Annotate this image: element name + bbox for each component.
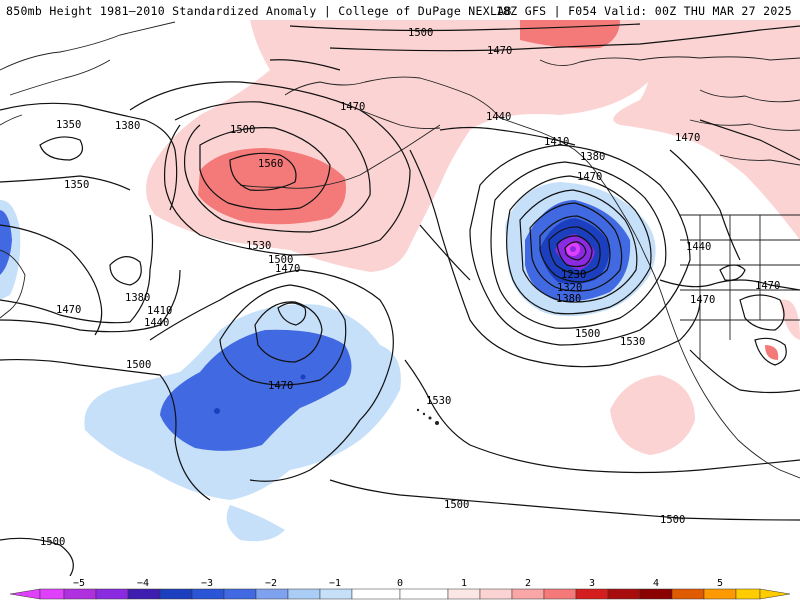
colorbar-swatch-neg1 [287, 588, 321, 600]
contour-label: 1380 [556, 293, 581, 305]
contour-label: 1530 [246, 240, 271, 252]
contour-label: 1440 [486, 111, 511, 123]
colorbar-swatch-neg3-hi [191, 588, 225, 600]
map-header: 850mb Height 1981–2010 Standardized Anom… [0, 0, 800, 20]
colorbar-swatch-pos4-hi [671, 588, 705, 600]
colorbar-swatch-pos3 [575, 588, 609, 600]
colorbar-swatch-neg5-lo [39, 588, 65, 600]
contour-label: 1530 [620, 336, 645, 348]
contour-label: 1500 [575, 328, 600, 340]
contour-label: 1470 [340, 101, 365, 113]
contour-label: 1500 [230, 124, 255, 136]
height-contours [0, 23, 800, 576]
contour-label: 1470 [675, 132, 700, 144]
contour-label: 1380 [580, 151, 605, 163]
contour-label: 1320 [557, 282, 582, 294]
contour-label: 1230 [561, 269, 586, 281]
colorbar-svg: −5 −4 −3 −2 −1 0 1 2 3 4 5 [9, 578, 791, 600]
colorbar: −5 −4 −3 −2 −1 0 1 2 3 4 5 [0, 576, 800, 600]
contour-label: 1350 [56, 119, 81, 131]
colorbar-tick: −4 [137, 578, 149, 589]
colorbar-swatch-pos3-hi [607, 588, 641, 600]
contour-label: 1500 [40, 536, 65, 548]
contour-label: 1500 [268, 254, 293, 266]
colorbar-swatch-pos5-hi [735, 588, 761, 600]
contour-label: 1440 [144, 317, 169, 329]
contour-label: 1380 [115, 120, 140, 132]
negative-anomaly-fill [0, 182, 656, 542]
contour-label: 1350 [64, 179, 89, 191]
contour-label: 1500 [126, 359, 151, 371]
coastlines [0, 21, 800, 479]
colorbar-swatches [9, 588, 791, 600]
colorbar-tick: −2 [265, 578, 277, 589]
contour-label: 1500 [660, 514, 685, 526]
contour-label: 1380 [125, 292, 150, 304]
contour-label: 1410 [544, 136, 569, 148]
colorbar-left-arrow [9, 588, 41, 600]
colorbar-swatch-neg4 [95, 588, 129, 600]
contour-label: 1560 [258, 158, 283, 170]
colorbar-tick: −5 [73, 578, 85, 589]
colorbar-swatch-pos2-hi [543, 588, 577, 600]
contour-label: 1470 [487, 45, 512, 57]
colorbar-swatch-neg3 [159, 588, 193, 600]
positive-anomaly-fill [146, 20, 800, 455]
anomaly-map: 1500 1470 1440 1410 1380 1350 1350 1380 … [0, 20, 800, 576]
contour-label: 1500 [444, 499, 469, 511]
colorbar-swatch-zero-hi [399, 588, 449, 600]
colorbar-tick: 5 [717, 578, 723, 589]
contour-label: 1410 [147, 305, 172, 317]
colorbar-tick: 4 [653, 578, 659, 589]
map-title: 850mb Height 1981–2010 Standardized Anom… [6, 4, 512, 18]
colorbar-right-arrow [759, 588, 791, 600]
colorbar-swatch-neg5 [63, 588, 97, 600]
colorbar-tick: −3 [201, 578, 213, 589]
colorbar-tick: 3 [589, 578, 595, 589]
colorbar-swatch-pos5 [703, 588, 737, 600]
contour-label: 1440 [686, 241, 711, 253]
contour-label: 1470 [56, 304, 81, 316]
hawaii-islands [416, 408, 439, 425]
colorbar-swatch-pos2 [511, 588, 545, 600]
colorbar-tick: 1 [461, 578, 467, 589]
colorbar-swatch-neg2 [223, 588, 257, 600]
colorbar-swatch-neg2-hi [255, 588, 289, 600]
contour-label: 1470 [268, 380, 293, 392]
colorbar-swatch-pos1-hi [479, 588, 513, 600]
contour-label: 1470 [275, 263, 300, 275]
contour-label: 1530 [426, 395, 451, 407]
colorbar-swatch-neg1-hi [319, 588, 353, 600]
contour-label: 1500 [408, 27, 433, 39]
contour-label: 1470 [690, 294, 715, 306]
model-valid-time: 18Z GFS | F054 Valid: 00Z THU MAR 27 202… [495, 4, 792, 18]
colorbar-ticks: −5 −4 −3 −2 −1 0 1 2 3 4 5 [73, 578, 723, 589]
contour-labels: 1500 1470 1440 1410 1380 1350 1350 1380 … [40, 27, 780, 548]
colorbar-swatch-neg4-hi [127, 588, 161, 600]
colorbar-tick: 2 [525, 578, 531, 589]
colorbar-swatch-pos1 [447, 588, 481, 600]
colorbar-tick: 0 [397, 578, 403, 589]
contour-label: 1470 [577, 171, 602, 183]
contour-label: 1470 [755, 280, 780, 292]
colorbar-tick: −1 [329, 578, 341, 589]
colorbar-swatch-zero-lo [351, 588, 401, 600]
colorbar-swatch-pos4 [639, 588, 673, 600]
